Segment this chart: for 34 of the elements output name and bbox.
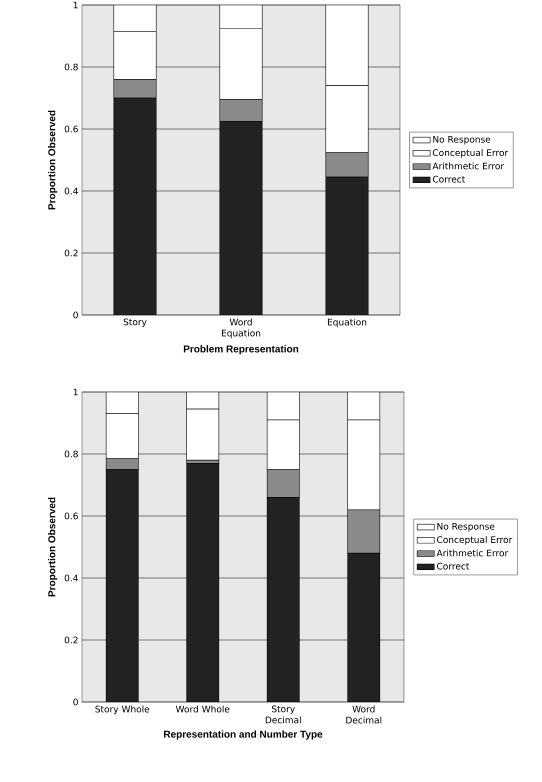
y-axis-title: Proportion Observed — [48, 498, 58, 596]
bar — [326, 176, 368, 315]
y-axis-title: Proportion Observed — [48, 110, 58, 210]
y-tick-label: 1 — [74, 388, 78, 396]
y-tick-label: 1 — [74, 2, 78, 8]
y-tick-label: 0.4 — [64, 188, 78, 194]
y-tick-label: 0.2 — [64, 250, 78, 256]
x-tick-label: Word Whole — [176, 706, 230, 712]
x-axis-title: Problem Representation — [184, 345, 298, 354]
x-tick-label: Equation — [328, 318, 366, 328]
x-tick-label: Story — [124, 318, 147, 328]
legend-label: Conceptual Error — [437, 536, 512, 545]
x-axis-title: Representation and Number Type — [164, 730, 322, 740]
y-tick-label: 0.4 — [64, 574, 78, 582]
y-tick-label: 0.2 — [64, 636, 78, 644]
x-tick-label: Story Decimal — [266, 706, 301, 724]
bar — [114, 98, 156, 315]
x-tick-label: Word Equation — [222, 318, 260, 338]
y-tick-label: 0 — [73, 698, 78, 706]
legend-label: No Response — [437, 523, 494, 532]
y-tick-label: 0 — [73, 312, 78, 318]
legend-label: No Response — [433, 136, 490, 144]
legend-label: Arithmetic Error — [436, 549, 508, 556]
y-tick-label: 0.8 — [64, 450, 78, 458]
legend-label: Conceptual Error — [432, 149, 508, 158]
legend-label: Correct — [432, 176, 466, 183]
bar — [220, 120, 262, 315]
y-tick-label: 0.8 — [64, 64, 78, 70]
y-tick-label: 0.6 — [64, 126, 78, 132]
x-tick-label: Story Whole — [95, 706, 150, 714]
legend-label: Correct — [437, 562, 470, 570]
y-tick-label: 0.6 — [64, 512, 78, 520]
x-tick-label: Word Decimal — [346, 706, 382, 724]
legend-label: Arithmetic Error — [432, 162, 504, 170]
